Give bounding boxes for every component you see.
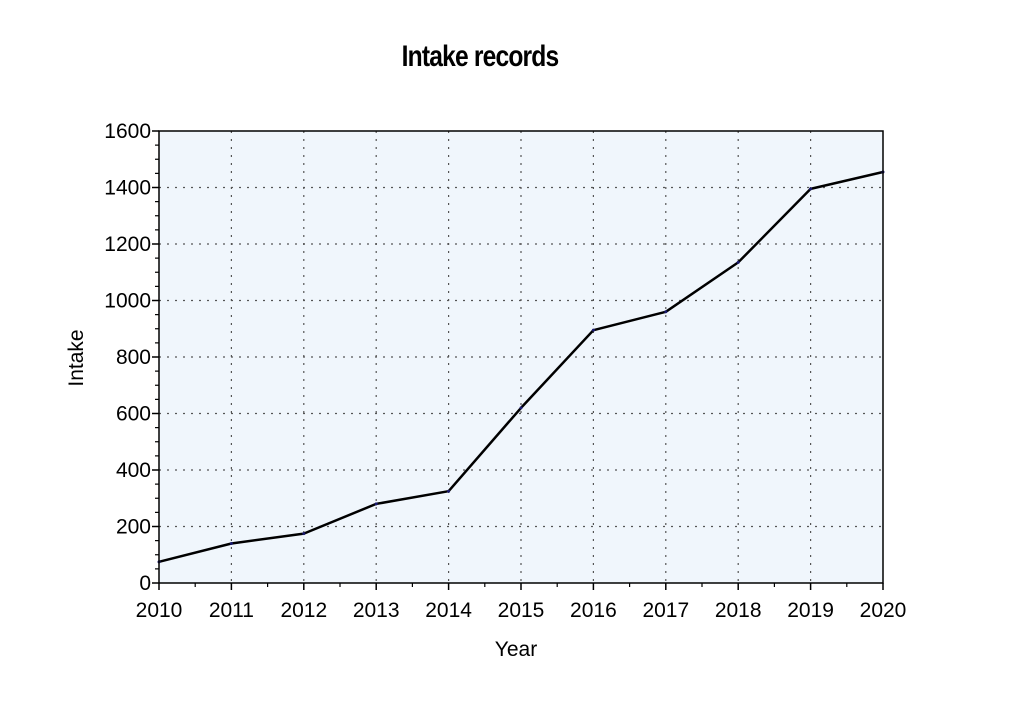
data-point xyxy=(374,502,378,506)
x-tick-label: 2016 xyxy=(570,599,617,622)
y-axis-label: Intake xyxy=(65,329,88,386)
y-tick-label: 200 xyxy=(116,516,151,539)
y-tick-label: 1000 xyxy=(104,290,151,313)
data-point xyxy=(229,541,233,545)
x-tick-label: 2012 xyxy=(280,599,327,622)
x-tick-label: 2017 xyxy=(642,599,689,622)
data-point xyxy=(736,260,740,264)
data-point xyxy=(591,328,595,332)
y-tick-label: 1600 xyxy=(104,120,151,143)
data-point xyxy=(809,187,813,191)
x-tick-label: 2019 xyxy=(787,599,834,622)
x-tick-label: 2020 xyxy=(860,599,907,622)
x-tick-label: 2018 xyxy=(715,599,762,622)
chart-title: Intake records xyxy=(401,40,560,73)
y-tick-labels: 0 200 400 600 800 1000 1200 1400 1600 xyxy=(104,120,151,595)
data-point xyxy=(447,489,451,493)
y-tick-label: 400 xyxy=(116,459,151,482)
x-tick-label: 2015 xyxy=(498,599,545,622)
x-tick-label: 2010 xyxy=(136,599,183,622)
y-tick-label: 1400 xyxy=(104,177,151,200)
data-point xyxy=(664,310,668,314)
y-tick-label: 0 xyxy=(139,572,151,595)
x-tick-labels: 2010 2011 2012 2013 2014 2015 2016 2017 2018 2019… xyxy=(136,599,907,622)
grid-lines xyxy=(159,131,883,583)
y-tick-label: 600 xyxy=(116,403,151,426)
x-tick-label: 2014 xyxy=(425,599,472,622)
plot-frame xyxy=(158,130,884,584)
data-point xyxy=(302,532,306,536)
x-tick-label: 2011 xyxy=(209,599,254,622)
x-tick-label: 2013 xyxy=(353,599,400,622)
axis-ticks xyxy=(152,130,884,590)
y-tick-label: 800 xyxy=(116,346,151,369)
data-point xyxy=(519,406,523,410)
y-tick-label: 1200 xyxy=(104,233,151,256)
x-axis-label: Year xyxy=(495,638,537,661)
